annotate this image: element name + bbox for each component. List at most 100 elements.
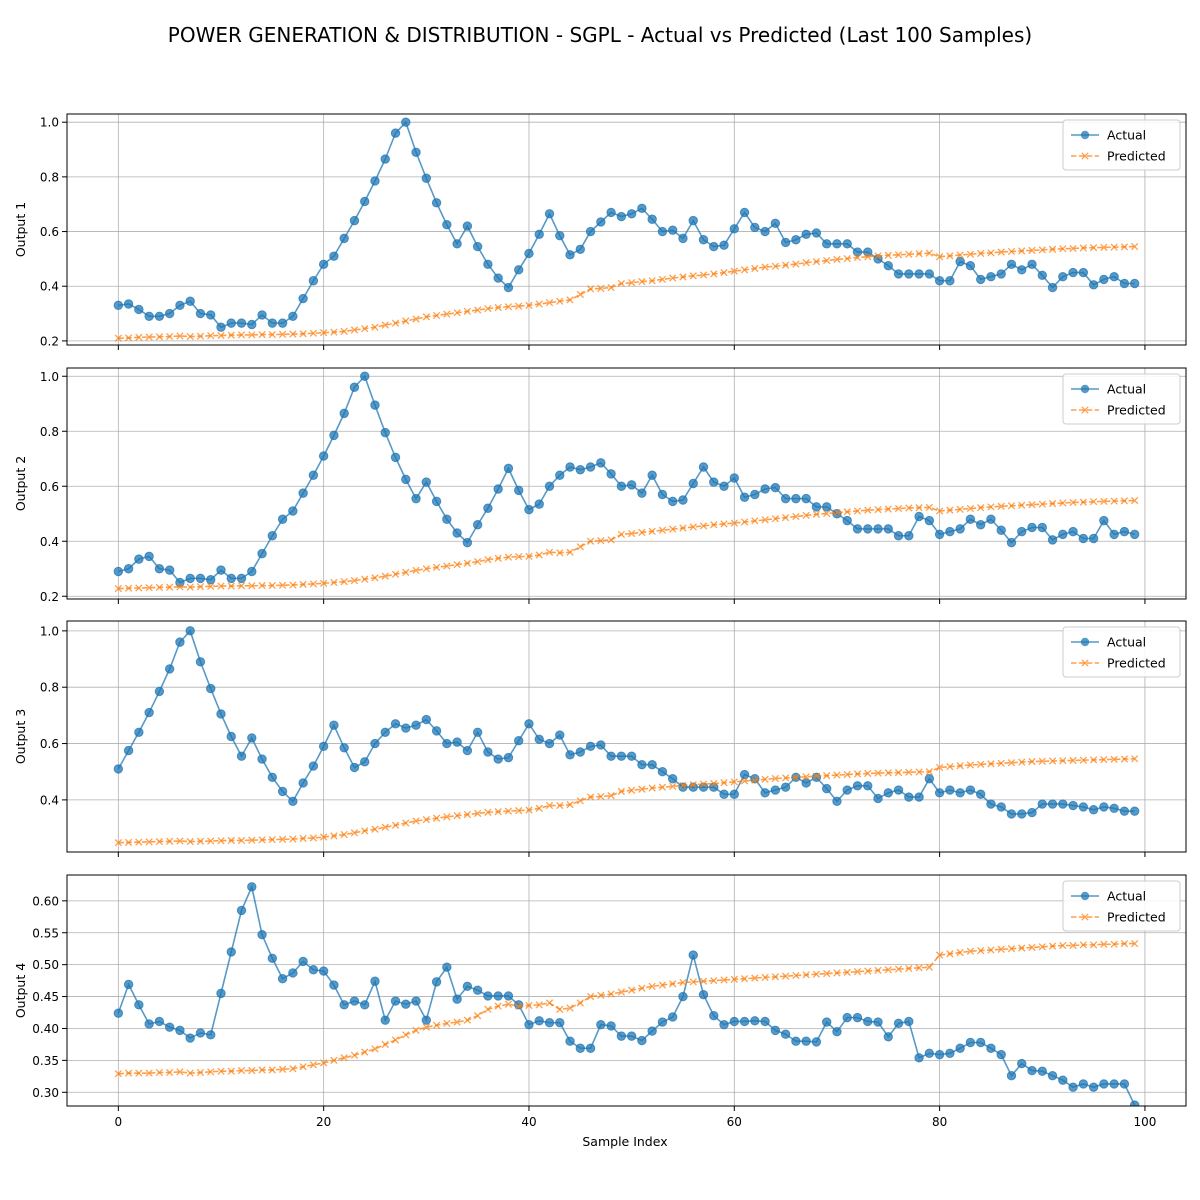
predicted-point: [802, 773, 810, 781]
actual-point: [739, 207, 750, 218]
actual-point: [739, 1016, 750, 1027]
predicted-point: [617, 787, 626, 796]
x-tick-label: 20: [316, 1115, 331, 1129]
predicted-point: [894, 768, 903, 777]
actual-point: [1109, 271, 1119, 282]
actual-point: [914, 792, 924, 802]
predicted-point: [422, 313, 430, 321]
actual-point: [770, 218, 781, 229]
actual-point: [555, 470, 565, 480]
predicted-point: [987, 946, 995, 954]
actual-point: [452, 737, 462, 747]
actual-point: [503, 991, 514, 1001]
predicted-point: [1100, 755, 1108, 764]
actual-point: [606, 1021, 616, 1031]
actual-point: [226, 731, 236, 742]
predicted-point: [473, 1012, 482, 1020]
actual-point: [667, 496, 678, 507]
predicted-point: [699, 780, 708, 788]
predicted-point: [1110, 243, 1118, 251]
actual-point: [904, 792, 914, 802]
actual-point: [1099, 1079, 1109, 1089]
actual-point: [370, 176, 380, 186]
predicted-point: [196, 582, 205, 591]
predicted-point: [658, 526, 667, 534]
actual-point: [1099, 802, 1109, 812]
y-axis-label: Output 2: [13, 456, 28, 511]
actual-point: [637, 759, 647, 770]
actual-point: [678, 991, 688, 1002]
y-tick-label: 0.8: [40, 681, 59, 695]
predicted-point: [1059, 757, 1067, 765]
actual-point: [1088, 805, 1099, 815]
predicted-point: [1018, 501, 1026, 509]
actual-point: [596, 217, 606, 227]
predicted-point: [340, 578, 348, 586]
predicted-point: [217, 331, 225, 340]
predicted-point: [833, 969, 841, 977]
predicted-point: [617, 988, 626, 996]
series-group: [113, 626, 1140, 847]
predicted-point: [504, 1000, 513, 1008]
predicted-point: [802, 511, 810, 520]
predicted-point: [504, 553, 513, 561]
actual-point: [1099, 515, 1109, 526]
predicted-point: [166, 1068, 174, 1077]
predicted-point: [402, 1031, 410, 1039]
actual-point: [226, 947, 236, 957]
predicted-point: [669, 980, 677, 988]
actual-point: [924, 515, 935, 526]
actual-series-line: [118, 120, 1135, 329]
predicted-point: [915, 964, 923, 972]
actual-point: [924, 269, 935, 279]
actual-point: [1006, 537, 1017, 548]
y-tick-label: 0.30: [32, 1086, 59, 1100]
actual-point: [544, 1018, 555, 1028]
actual-point: [585, 226, 596, 237]
predicted-point: [278, 330, 287, 338]
predicted-point: [925, 768, 934, 776]
predicted-point: [802, 971, 810, 979]
predicted-point: [330, 328, 338, 336]
actual-point: [380, 727, 390, 737]
predicted-series-line: [118, 499, 1135, 590]
actual-point: [1119, 806, 1130, 816]
actual-point: [247, 733, 257, 743]
actual-point: [524, 248, 534, 259]
predicted-point: [361, 827, 369, 835]
predicted-point: [669, 782, 677, 791]
predicted-point: [627, 986, 636, 994]
predicted-point: [1100, 940, 1108, 948]
y-axis-label: Output 3: [13, 709, 28, 764]
actual-point: [1109, 803, 1119, 814]
actual-point: [216, 322, 226, 332]
predicted-point: [1048, 757, 1057, 765]
actual-point: [965, 514, 976, 524]
predicted-point: [248, 582, 256, 590]
actual-point: [750, 774, 760, 784]
actual-point: [308, 470, 319, 480]
predicted-point: [545, 298, 554, 307]
predicted-point: [740, 777, 749, 785]
actual-point: [1119, 526, 1130, 537]
predicted-point: [699, 522, 708, 530]
predicted-point: [340, 327, 348, 335]
actual-point: [811, 772, 822, 783]
predicted-point: [207, 332, 215, 340]
actual-point: [421, 173, 432, 183]
predicted-series-line: [118, 757, 1135, 844]
predicted-point: [627, 786, 636, 794]
actual-point: [288, 311, 298, 321]
actual-point: [1129, 278, 1140, 289]
predicted-point: [268, 330, 276, 339]
predicted-point: [278, 581, 287, 589]
predicted-point: [956, 948, 964, 957]
predicted-point: [268, 835, 276, 844]
actual-point: [1078, 802, 1089, 812]
actual-point: [534, 734, 544, 745]
predicted-point: [484, 556, 492, 564]
predicted-point: [720, 779, 728, 787]
actual-point: [575, 244, 586, 255]
y-tick-label: 0.8: [40, 425, 59, 439]
